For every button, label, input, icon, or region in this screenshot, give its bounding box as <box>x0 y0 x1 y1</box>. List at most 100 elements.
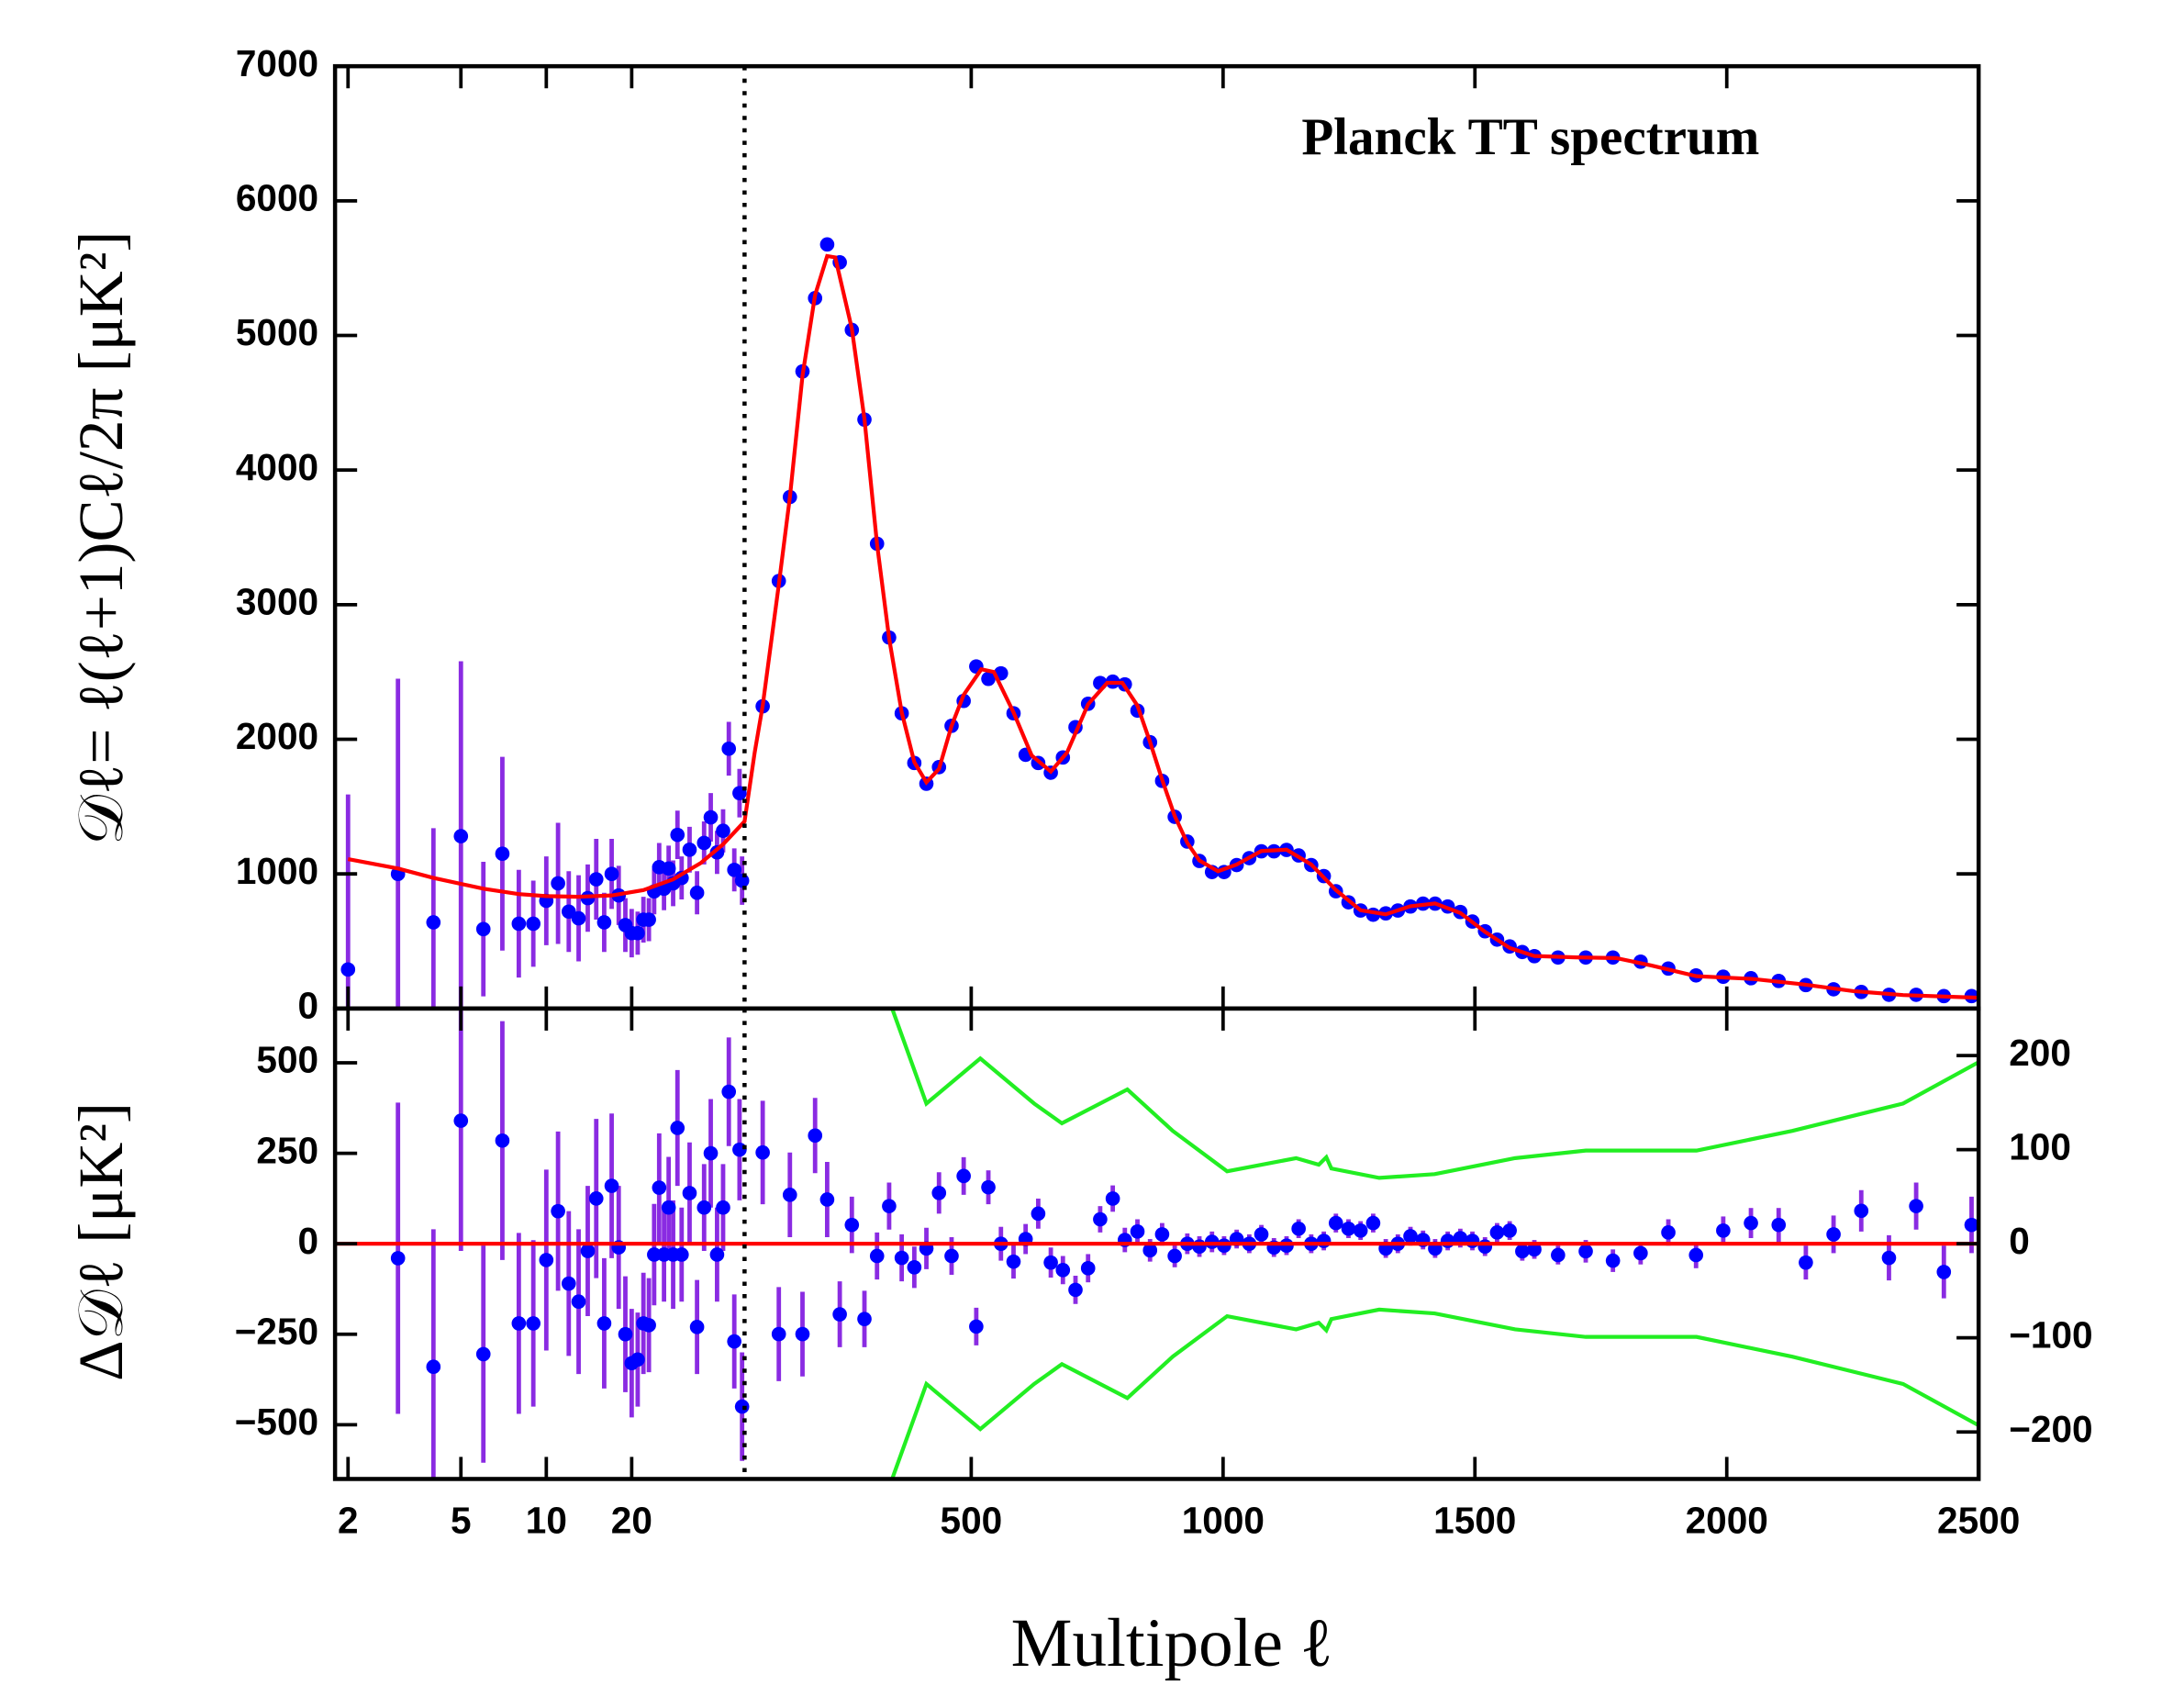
data-point <box>551 1203 565 1219</box>
data-point <box>1515 1244 1530 1259</box>
data-point <box>857 1312 872 1326</box>
y-tick-label: −500 <box>235 1401 318 1443</box>
data-point <box>1964 1217 1979 1233</box>
y-tick-label: 0 <box>298 1220 319 1262</box>
data-point <box>526 1316 540 1331</box>
data-point <box>1093 1211 1108 1227</box>
x-tick-label: 10 <box>526 1499 567 1541</box>
data-point <box>1716 1222 1731 1238</box>
data-point <box>426 1359 441 1375</box>
data-point <box>808 1128 823 1144</box>
x-tick-label: 2 <box>338 1499 359 1541</box>
data-point <box>495 846 510 862</box>
data-point <box>1080 1261 1096 1276</box>
y-tick-label: 5000 <box>236 311 318 353</box>
data-point <box>894 1250 909 1266</box>
data-point <box>1799 1255 1813 1270</box>
data-point <box>340 962 356 977</box>
data-point <box>697 835 712 851</box>
data-point <box>1328 1215 1343 1231</box>
data-point <box>630 1352 645 1368</box>
data-point <box>426 915 441 930</box>
data-point <box>1353 1222 1368 1238</box>
data-point <box>1477 1239 1493 1255</box>
y-tick-label: −250 <box>235 1310 318 1352</box>
data-point <box>1403 1229 1418 1244</box>
data-point <box>647 1247 662 1262</box>
y2-tick-label: 100 <box>2009 1125 2071 1167</box>
data-point <box>1453 1231 1468 1245</box>
y-tick-label: 250 <box>256 1129 318 1171</box>
data-point <box>580 1244 596 1258</box>
line-series <box>890 1008 1979 1180</box>
data-point <box>630 925 645 941</box>
y-axis-label: 𝒟ℓ= ℓ(ℓ+1)Cℓ/2π [μK²] <box>65 231 136 845</box>
data-point <box>944 1248 959 1264</box>
data-point <box>782 1188 797 1202</box>
y-tick-label: 0 <box>298 985 319 1027</box>
data-point <box>661 1200 676 1215</box>
data-point <box>1142 1243 1158 1258</box>
data-point <box>931 1185 947 1200</box>
data-point <box>716 1200 730 1215</box>
data-point <box>1254 1227 1269 1242</box>
data-point <box>511 1316 527 1331</box>
data-point <box>453 1113 469 1128</box>
data-point <box>571 910 586 926</box>
data-point <box>981 671 996 687</box>
data-point <box>1068 1282 1083 1298</box>
x-axis-label: Multipole ℓ <box>1011 1605 1333 1681</box>
data-point <box>689 1320 705 1334</box>
data-point <box>604 866 619 882</box>
data-point <box>495 1133 510 1148</box>
data-point <box>1854 1203 1869 1219</box>
x-tick-label: 2500 <box>1937 1499 2020 1541</box>
data-point <box>697 1200 712 1215</box>
data-point <box>795 1326 810 1342</box>
data-point <box>1365 1215 1381 1231</box>
line-series <box>347 253 1979 1000</box>
data-point <box>571 1294 586 1310</box>
y-tick-label: 2000 <box>236 715 318 757</box>
y-axis-label: Δ𝒟ℓ [μK²] <box>65 1102 136 1381</box>
chart-title: Planck TT spectrum <box>1301 108 1759 166</box>
line-series <box>890 1307 1979 1479</box>
data-point <box>596 915 612 930</box>
data-point <box>844 1217 860 1233</box>
data-point <box>1006 1254 1021 1269</box>
y2-tick-label: −200 <box>2009 1408 2092 1450</box>
data-point <box>1440 1234 1455 1248</box>
data-point <box>641 1318 656 1333</box>
data-point <box>1881 1250 1897 1266</box>
data-point <box>475 921 491 937</box>
plot-area <box>335 1008 1979 1479</box>
data-point <box>1291 1221 1306 1236</box>
data-point <box>1341 1221 1356 1236</box>
data-point <box>1167 1248 1182 1264</box>
data-point <box>1489 1225 1505 1240</box>
data-point <box>869 1248 885 1264</box>
data-point <box>732 1142 747 1157</box>
data-point <box>703 809 719 825</box>
plot-area <box>340 237 1979 1009</box>
y2-tick-label: 0 <box>2009 1220 2030 1262</box>
data-point <box>1527 1242 1542 1257</box>
data-point <box>1909 1199 1923 1213</box>
data-point <box>727 862 741 877</box>
x-tick-label: 5 <box>451 1499 472 1541</box>
data-point <box>832 1307 847 1322</box>
data-point <box>453 829 469 843</box>
data-point <box>1192 1239 1207 1255</box>
data-point <box>661 861 676 876</box>
data-point <box>819 237 835 252</box>
data-point <box>727 1334 741 1349</box>
data-point <box>1633 1245 1648 1261</box>
y-tick-label: 6000 <box>236 177 318 219</box>
data-point <box>771 1326 786 1342</box>
data-point <box>1578 1244 1593 1259</box>
data-point <box>551 876 565 891</box>
data-point <box>689 885 705 900</box>
data-point <box>1661 1225 1676 1240</box>
